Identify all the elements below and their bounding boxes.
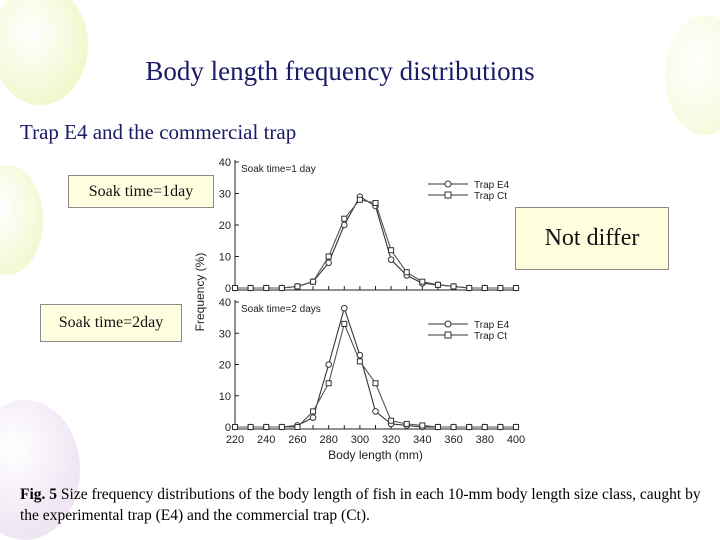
data-point-ct: [481, 424, 488, 430]
data-point-e4: [372, 408, 379, 415]
y-tick-label: 0: [225, 422, 231, 434]
y-tick-label: 10: [219, 391, 231, 403]
y-tick-label: 0: [225, 283, 231, 295]
panel-title: Soak time=2 days: [241, 304, 321, 315]
x-tick-label: 400: [507, 434, 525, 446]
callout-soak-1day: Soak time=1day: [68, 175, 214, 208]
data-point-ct: [403, 269, 410, 276]
data-point-ct: [419, 422, 426, 429]
x-tick-label: 380: [476, 434, 494, 446]
page-title: Body length frequency distributions: [145, 56, 535, 86]
y-tick-label: 40: [219, 297, 231, 309]
legend-marker-circle: [444, 320, 452, 328]
x-tick-label: 260: [288, 434, 306, 446]
callout-not-differ: Not differ: [515, 207, 669, 270]
legend-label: Trap E4: [474, 180, 510, 191]
legend-label: Trap Ct: [474, 331, 507, 342]
data-point-ct: [356, 196, 363, 203]
data-point-ct: [513, 424, 519, 430]
x-axis-label: Body length (mm): [328, 448, 423, 462]
series-line-ct: [235, 199, 516, 289]
data-point-ct: [434, 281, 441, 288]
data-point-ct: [450, 283, 457, 290]
data-point-ct: [403, 420, 410, 427]
data-point-ct: [450, 424, 457, 430]
data-point-ct: [232, 424, 238, 430]
data-point-e4: [325, 361, 332, 368]
page-subtitle: Trap E4 and the commercial trap: [20, 120, 297, 144]
data-point-ct: [247, 424, 254, 430]
x-tick-label: 220: [226, 434, 244, 446]
callout-soak-2day: Soak time=2day: [40, 304, 182, 342]
data-point-ct: [341, 320, 348, 327]
y-tick-label: 30: [219, 189, 231, 201]
data-point-ct: [388, 417, 395, 424]
data-point-ct: [497, 285, 504, 291]
panel-title: Soak time=1 day: [241, 164, 316, 175]
data-point-e4: [325, 259, 332, 267]
y-axis-label: Frequency (%): [193, 253, 207, 332]
legend-label: Trap E4: [474, 320, 510, 331]
data-point-ct: [310, 278, 317, 285]
legend-marker-square: [444, 331, 452, 339]
data-point-ct: [466, 424, 473, 430]
data-point-ct: [513, 285, 519, 291]
data-point-ct: [278, 285, 285, 291]
legend-marker-circle: [444, 180, 452, 188]
data-point-ct: [325, 253, 332, 260]
data-point-ct: [294, 283, 301, 290]
data-point-ct: [434, 424, 441, 430]
x-tick-label: 280: [319, 434, 337, 446]
y-tick-label: 20: [219, 360, 231, 372]
figure-caption: Fig. 5 Size frequency distributions of t…: [20, 484, 710, 526]
data-point-ct: [341, 215, 348, 222]
caption-label: Fig. 5: [20, 486, 58, 503]
data-point-ct: [356, 358, 363, 365]
y-tick-label: 30: [219, 328, 231, 340]
legend-marker-square: [444, 191, 452, 199]
x-tick-label: 300: [351, 434, 369, 446]
y-tick-label: 40: [219, 157, 231, 169]
frequency-chart: Frequency (%) 0 10 20 30 40 Soak time=1 day Tra…: [193, 157, 525, 462]
caption-text: Size frequency distributions of the body…: [20, 486, 701, 524]
y-tick-label: 10: [219, 252, 231, 264]
data-point-ct: [419, 278, 426, 285]
data-point-e4: [309, 414, 317, 421]
x-tick-label: 340: [413, 434, 431, 446]
data-point-ct: [372, 380, 379, 387]
data-point-ct: [294, 424, 301, 430]
data-point-ct: [232, 285, 238, 291]
data-point-e4: [387, 256, 395, 263]
data-point-ct: [310, 408, 317, 415]
data-point-ct: [247, 285, 254, 291]
data-point-ct: [466, 285, 473, 291]
x-tick-label: 240: [257, 434, 275, 446]
data-point-ct: [497, 424, 504, 430]
data-point-ct: [325, 380, 332, 387]
y-tick-label: 20: [219, 220, 231, 232]
data-point-ct: [263, 285, 270, 291]
x-tick-label: 360: [444, 434, 462, 446]
legend-label: Trap Ct: [474, 191, 507, 202]
data-point-ct: [372, 199, 379, 206]
data-point-ct: [278, 424, 285, 430]
data-point-ct: [481, 285, 488, 291]
data-point-ct: [263, 424, 270, 430]
x-tick-label: 320: [382, 434, 400, 446]
series-line-e4: [235, 195, 516, 289]
data-point-ct: [388, 247, 395, 254]
data-point-e4: [340, 304, 348, 312]
